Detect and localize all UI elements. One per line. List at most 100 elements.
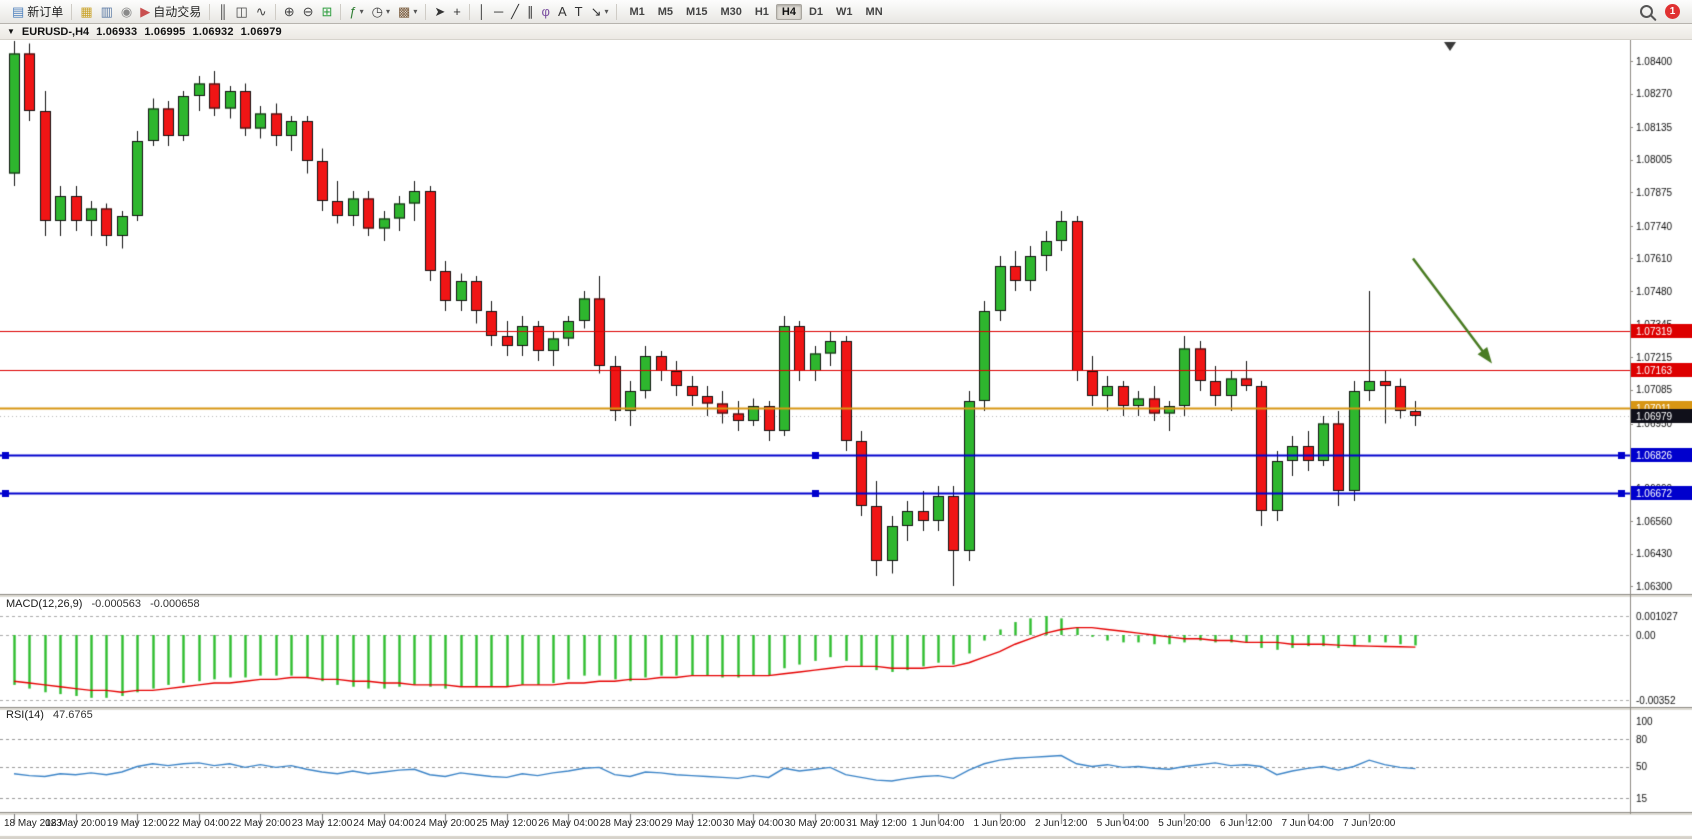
templates-button[interactable]: ▩ ▾ — [395, 2, 420, 22]
data-window-button[interactable]: ▥ — [98, 2, 116, 22]
time-axis-label: 7 Jun 20:00 — [1343, 818, 1396, 829]
equidistant-channel-button[interactable]: ∥ — [524, 2, 537, 22]
text-icon: A — [557, 4, 567, 19]
time-axis-label: 30 May 04:00 — [722, 818, 784, 829]
market-watch-icon: ▦ — [80, 4, 93, 19]
time-axis-label: 18 May 20:00 — [45, 818, 106, 829]
horizontal-line-button[interactable]: ─ — [491, 2, 506, 22]
periods-button[interactable]: ◷ ▾ — [369, 2, 393, 22]
fibonacci-button[interactable]: φ — [539, 2, 553, 22]
toolbar-group: ║ ◫ ∿ — [210, 2, 276, 22]
timeframe-toolbar: M1 M5 M15 M30 H1 H4 D1 W1 MN — [617, 3, 894, 20]
line-chart-icon: ∿ — [255, 4, 267, 19]
auto-trading-icon: ▶ — [140, 4, 151, 19]
macd-signal-value: -0.000658 — [150, 598, 200, 610]
toolbar-group: ⊕ ⊖ ⊞ — [276, 2, 342, 22]
timeframe-button-h1[interactable]: H1 — [754, 5, 769, 18]
navigator-icon: ◉ — [120, 4, 133, 19]
time-axis-label: 22 May 20:00 — [230, 818, 291, 829]
market-watch-button[interactable]: ▦ — [77, 2, 95, 22]
new-order-icon: ▤ — [12, 4, 25, 19]
toolbar-group: ▦ ▥ ◉ ▶ 自动交易 — [72, 2, 211, 22]
vertical-line-icon: │ — [477, 4, 486, 19]
time-axis-label: 29 May 12:00 — [661, 818, 722, 829]
quote-open: 1.06933 — [96, 25, 138, 38]
indicators-button[interactable]: ƒ ▾ — [346, 2, 366, 22]
timeframe-button-m30[interactable]: M30 — [720, 5, 742, 18]
time-axis-label: 24 May 04:00 — [353, 818, 414, 829]
zoom-out-button[interactable]: ⊖ — [300, 2, 317, 22]
time-axis-label: 22 May 04:00 — [168, 818, 230, 829]
text-button[interactable]: A — [555, 2, 570, 22]
time-axis-label: 6 Jun 12:00 — [1219, 818, 1273, 829]
time-axis-label: 7 Jun 04:00 — [1281, 818, 1334, 829]
time-axis-label: 1 Jun 04:00 — [911, 818, 965, 829]
notification-badge[interactable]: 1 — [1665, 4, 1680, 19]
macd-label: MACD(12,26,9) -0.000563 -0.000658 — [6, 598, 200, 610]
search-icon[interactable] — [1640, 5, 1653, 18]
text-label-button[interactable]: T — [572, 2, 586, 22]
toolbar-groups: ▤ 新订单 ▦ ▥ ◉ ▶ 自动交易 ║ ◫ ∿ ⊕ ⊖ ⊞ ƒ ▾ ◷ ▾ ▩ ▾ ➤ + │ ─ ╱ ∥ φ A T ↘ ▾ — [4, 0, 618, 23]
toolbar-group: ▤ 新订单 — [4, 2, 73, 22]
tile-windows-icon: ⊞ — [321, 4, 333, 19]
arrow-tools-button[interactable]: ↘ ▾ — [588, 2, 612, 22]
zoom-in-icon: ⊕ — [283, 4, 295, 19]
cursor-icon: ➤ — [434, 4, 446, 19]
timeframe-button-d1[interactable]: D1 — [808, 5, 824, 18]
toolbar-group: │ ─ ╱ ∥ φ A T ↘ ▾ — [470, 2, 618, 22]
time-axis-label: 28 May 23:00 — [599, 818, 661, 829]
timeframe-button-mn[interactable]: MN — [865, 5, 883, 18]
chart-titlebar: ▼ EURUSD-,H4 1.06933 1.06995 1.06932 1.0… — [0, 24, 1692, 40]
timeframe-button-m1[interactable]: M1 — [629, 5, 645, 18]
new-order-button[interactable]: ▤ 新订单 — [9, 2, 66, 22]
dropdown-caret-icon: ▾ — [604, 7, 609, 16]
quote-high: 1.06995 — [144, 25, 186, 38]
zoom-in-button[interactable]: ⊕ — [281, 2, 298, 22]
fibonacci-icon: φ — [541, 4, 550, 19]
periods-icon: ◷ — [371, 4, 383, 19]
price-chart[interactable] — [0, 40, 1692, 839]
zoom-out-icon: ⊖ — [302, 4, 314, 19]
time-axis-label: 2 Jun 12:00 — [1035, 818, 1088, 829]
toolbar-group: ➤ + — [426, 2, 470, 22]
text-label-icon: T — [574, 4, 583, 19]
line-chart-button[interactable]: ∿ — [253, 2, 270, 22]
auto-trading-button[interactable]: ▶ 自动交易 — [137, 2, 204, 22]
rsi-name: RSI(14) — [6, 709, 44, 721]
rsi-value: 47.6765 — [52, 709, 93, 721]
indicators-icon: ƒ — [349, 4, 357, 19]
timeframe-button-m5[interactable]: M5 — [657, 5, 674, 18]
chart-menu-icon[interactable]: ▼ — [7, 27, 15, 36]
time-axis-label: 30 May 20:00 — [784, 818, 846, 829]
crosshair-button[interactable]: + — [450, 2, 464, 22]
time-axis-label: 18 May 2023 — [4, 818, 62, 829]
bar-chart-button[interactable]: ║ — [215, 2, 230, 22]
time-axis: 18 May 2023 18 May 20:00 19 May 12:00 22 Ma… — [0, 814, 1630, 836]
dropdown-caret-icon: ▾ — [413, 7, 418, 16]
time-axis-label: 5 Jun 20:00 — [1158, 818, 1211, 829]
dropdown-caret-icon: ▾ — [386, 7, 391, 16]
auto-trading-label: 自动交易 — [153, 5, 202, 19]
bar-chart-icon: ║ — [218, 4, 228, 19]
time-axis-label: 1 Jun 20:00 — [973, 818, 1026, 829]
timeframe-button-w1[interactable]: W1 — [836, 5, 853, 18]
time-axis-label: 26 May 04:00 — [538, 818, 599, 829]
tile-windows-button[interactable]: ⊞ — [319, 2, 336, 22]
timeframe-button-h4[interactable]: H4 — [775, 3, 802, 20]
cursor-button[interactable]: ➤ — [431, 2, 448, 22]
rsi-label: RSI(14) 47.6765 — [6, 709, 93, 721]
trendline-button[interactable]: ╱ — [508, 2, 522, 22]
quote-close: 1.06979 — [240, 25, 282, 38]
data-window-icon: ▥ — [100, 4, 113, 19]
vertical-line-button[interactable]: │ — [475, 2, 489, 22]
new-order-label: 新订单 — [27, 5, 64, 19]
candlestick-chart-button[interactable]: ◫ — [232, 2, 250, 22]
timeframe-button-m15[interactable]: M15 — [686, 5, 708, 18]
horizontal-line-icon: ─ — [493, 4, 504, 19]
navigator-button[interactable]: ◉ — [118, 2, 135, 22]
toolbar: ▤ 新订单 ▦ ▥ ◉ ▶ 自动交易 ║ ◫ ∿ ⊕ ⊖ ⊞ ƒ ▾ ◷ ▾ ▩ ▾ ➤ + │ ─ ╱ ∥ φ A T ↘ ▾ M1 M5… — [0, 0, 1692, 24]
time-axis-label: 31 May 12:00 — [846, 818, 907, 829]
channel-icon: ∥ — [527, 4, 534, 19]
time-axis-label: 19 May 12:00 — [106, 818, 168, 829]
time-axis-label: 24 May 20:00 — [414, 818, 476, 829]
